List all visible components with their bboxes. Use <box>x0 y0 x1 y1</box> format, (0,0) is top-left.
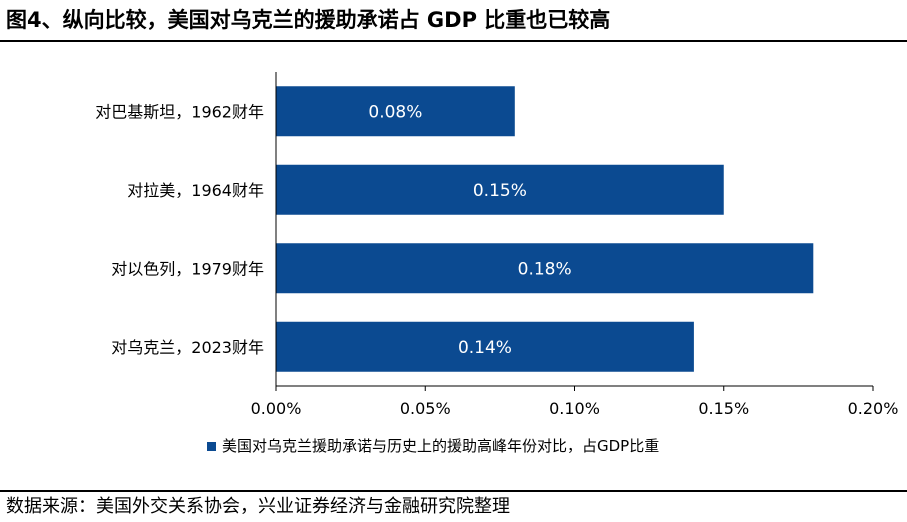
category-label: 对以色列，1979财年 <box>111 259 264 278</box>
bar-chart: 0.08% 对巴基斯坦，1962财年 0.15% 对拉美，1964财年 0.18% 对以色… <box>95 72 899 455</box>
legend-label: 美国对乌克兰援助承诺与历史上的援助高峰年份对比，占GDP比重 <box>222 437 659 455</box>
bar-data-label: 0.18% <box>518 259 572 279</box>
source-note: 数据来源：美国外交关系协会，兴业证券经济与金融研究院整理 <box>6 496 510 517</box>
category-label: 对巴基斯坦，1962财年 <box>95 102 264 121</box>
x-tick-label: 0.05% <box>400 399 451 418</box>
x-tick-label: 0.15% <box>698 399 749 418</box>
chart-area: 0.08% 对巴基斯坦，1962财年 0.15% 对拉美，1964财年 0.18% 对以色… <box>0 42 907 490</box>
x-tick-label: 0.00% <box>251 399 302 418</box>
source-divider <box>0 490 907 492</box>
bar-data-label: 0.14% <box>458 338 512 358</box>
bar <box>276 164 724 215</box>
bar-data-label: 0.15% <box>473 181 527 201</box>
category-label: 对乌克兰，2023财年 <box>111 338 264 357</box>
bar <box>276 243 814 294</box>
bar <box>276 321 694 372</box>
bar <box>276 86 515 137</box>
x-tick-label: 0.10% <box>549 399 600 418</box>
category-label: 对拉美，1964财年 <box>127 181 264 200</box>
x-tick-label: 0.20% <box>848 399 899 418</box>
figure-title: 图4、纵向比较，美国对乌克兰的援助承诺占 GDP 比重也已较高 <box>6 8 611 32</box>
title-divider <box>0 40 907 42</box>
bar-data-label: 0.08% <box>368 102 422 122</box>
legend-swatch <box>207 442 216 451</box>
